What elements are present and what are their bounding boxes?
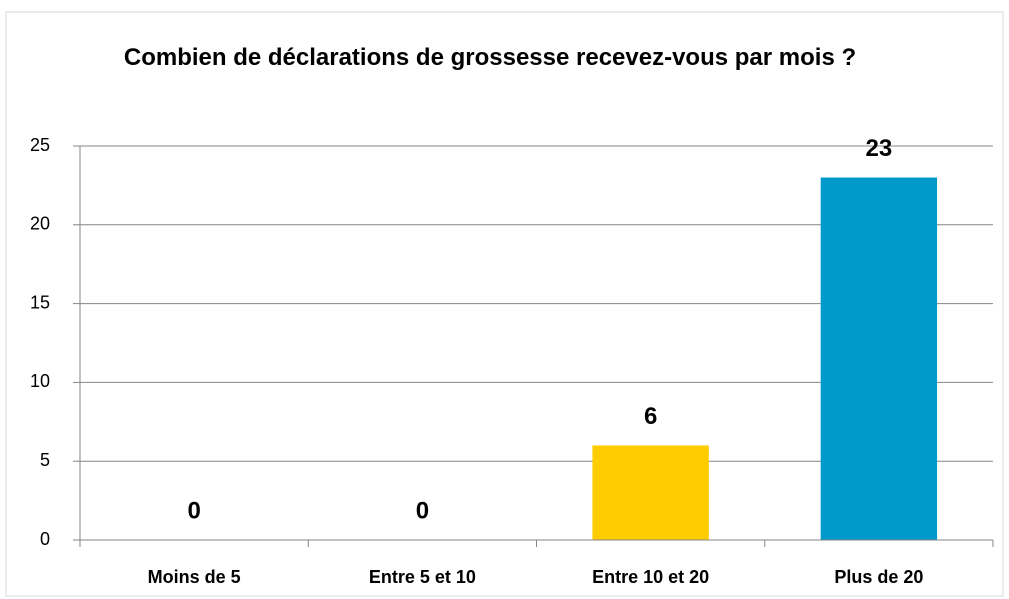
- x-tick-label: Entre 10 et 20: [592, 567, 709, 587]
- chart-title: Combien de déclarations de grossesse rec…: [123, 44, 857, 71]
- x-tick-label: Entre 5 et 10: [369, 567, 476, 587]
- y-tick-label: 5: [40, 450, 50, 470]
- data-label: 0: [187, 497, 200, 524]
- y-tick-label: 0: [40, 529, 50, 549]
- chart-border: [5, 11, 1004, 597]
- data-label: 6: [644, 403, 657, 430]
- y-tick-label: 25: [30, 135, 50, 155]
- data-label: 0: [416, 497, 429, 524]
- bar: [592, 445, 709, 540]
- data-label: 23: [866, 135, 893, 162]
- x-tick-label: Moins de 5: [148, 567, 241, 587]
- y-tick-label: 15: [30, 292, 50, 312]
- y-tick-label: 20: [30, 214, 50, 234]
- bar: [820, 177, 938, 540]
- x-tick-label: Plus de 20: [834, 567, 923, 587]
- y-tick-label: 10: [30, 371, 50, 391]
